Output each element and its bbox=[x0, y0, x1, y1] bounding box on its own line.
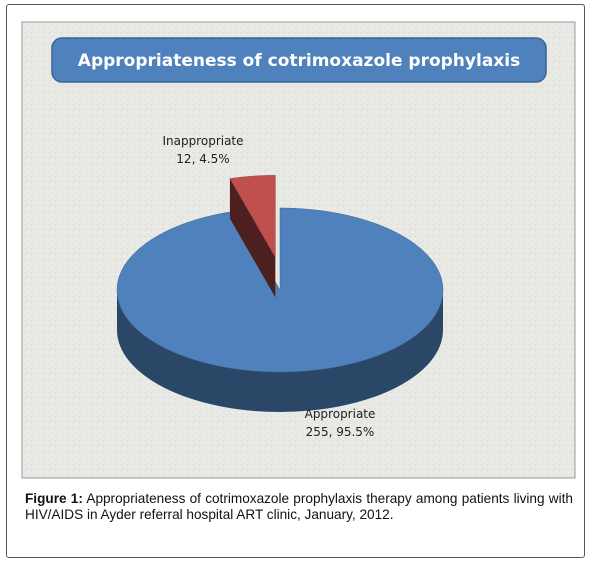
pie-wall bbox=[229, 178, 276, 298]
caption-label: Figure 1: bbox=[25, 491, 83, 506]
slice-label: Inappropriate bbox=[162, 134, 243, 148]
slice-label: Appropriate bbox=[305, 407, 376, 421]
pie-slice bbox=[229, 175, 276, 259]
slice-value-label: 12, 4.5% bbox=[176, 152, 229, 166]
caption: Figure 1: Appropriateness of cotrimoxazo… bbox=[25, 491, 573, 523]
pie-slice bbox=[116, 207, 444, 373]
chart-title: Appropriateness of cotrimoxazole prophyl… bbox=[78, 51, 520, 71]
figure-frame bbox=[6, 4, 585, 558]
slice-value-label: 255, 95.5% bbox=[306, 425, 375, 439]
pie: Appropriate 255, 95.5% Inappropriate 12, 4.… bbox=[116, 134, 444, 439]
pie-side bbox=[117, 290, 443, 412]
title-box bbox=[51, 37, 547, 83]
caption-text: Appropriateness of cotrimoxazole prophyl… bbox=[25, 491, 573, 522]
